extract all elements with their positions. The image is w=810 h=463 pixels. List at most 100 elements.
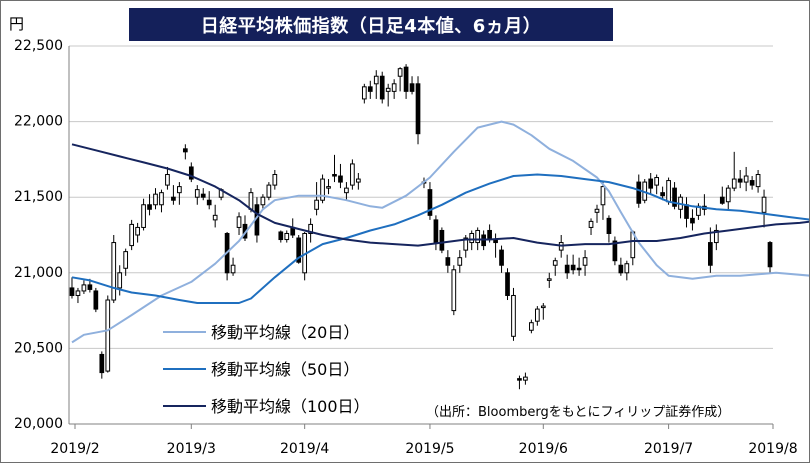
candle-body-up (552, 260, 558, 266)
candle (624, 260, 630, 281)
candle-body-down (737, 178, 743, 183)
x-tick-label: 2019/8 (748, 441, 797, 457)
candle (427, 182, 433, 220)
candle-body-up (165, 174, 170, 186)
candle (165, 166, 170, 190)
candle (719, 186, 725, 205)
candle-body-down (87, 284, 93, 290)
candle (552, 257, 558, 276)
candle (361, 83, 367, 104)
candle-body-up (260, 196, 266, 206)
candle-body-down (612, 240, 618, 262)
candle-body-up (361, 86, 367, 100)
candle (212, 204, 218, 228)
candle (606, 215, 612, 243)
candle-body-down (409, 83, 415, 92)
candle-body-up (534, 308, 540, 322)
candle (338, 163, 343, 189)
ma50-line (71, 173, 809, 304)
candle (129, 219, 134, 251)
candle (493, 233, 498, 258)
candle (272, 169, 278, 190)
candle-body-up (111, 242, 117, 301)
candle (731, 151, 737, 192)
candle-body-down (69, 287, 75, 296)
candle-body-down (660, 192, 665, 197)
candle-body-up (129, 223, 134, 247)
x-tick-label: 2019/4 (280, 441, 329, 457)
candle (236, 212, 242, 235)
candles (69, 64, 773, 390)
candle (618, 257, 624, 276)
legend-ma50: 移動平均線（50日） (163, 360, 359, 379)
candle (415, 76, 421, 145)
candle (81, 280, 87, 294)
candle (200, 188, 206, 201)
candle-body-up (588, 220, 594, 228)
candle-body-up (326, 186, 331, 189)
candle (367, 80, 373, 99)
candle (457, 250, 463, 273)
candle-body-down (439, 229, 445, 251)
ma100-line (71, 143, 809, 247)
x-tick-label: 2019/2 (50, 441, 99, 457)
candle-body-down (278, 231, 284, 241)
candle-body-down (487, 229, 492, 239)
candle (314, 182, 319, 216)
x-tick-label: 2019/5 (405, 441, 454, 457)
candle-body-down (499, 249, 504, 266)
candle-body-up (356, 178, 361, 183)
y-tick-label: 21,000 (14, 265, 63, 281)
candle-body-down (445, 257, 451, 266)
legend-label: 移動平均線（20日） (211, 323, 359, 342)
candle (439, 227, 445, 254)
candle-body-down (367, 86, 373, 92)
candle-body-up (308, 223, 313, 234)
candle (147, 194, 152, 216)
source-note: （出所：Bloombergをもとにフィリップ証券作成） (426, 404, 730, 420)
candle-body-down (93, 290, 99, 310)
candle-body-up (761, 196, 767, 213)
candle (350, 159, 355, 190)
candle-body-down (403, 66, 409, 92)
candle-body-up (272, 174, 278, 186)
candle-body-up (314, 199, 319, 210)
candle (117, 265, 123, 296)
candle-body-up (177, 186, 182, 194)
candle (141, 198, 146, 231)
candle (93, 287, 99, 313)
candle-body-down (415, 83, 421, 135)
y-tick-label: 22,500 (14, 38, 63, 54)
candle (206, 191, 212, 210)
candle (463, 235, 469, 258)
candle-body-up (475, 229, 481, 244)
candle-body-up (391, 83, 397, 92)
y-axis-tick-labels: 20,000 20,500 21,000 21,500 22,000 22,500 (14, 38, 63, 432)
candle (517, 375, 522, 390)
candle-body-down (570, 264, 576, 271)
candle (725, 185, 731, 210)
candle-body-up (159, 192, 164, 206)
x-axis-tick-labels: 2019/2 2019/3 2019/4 2019/5 2019/6 2019/7 2019… (50, 424, 798, 457)
candle-body-down (618, 264, 624, 274)
candle (713, 224, 719, 251)
candle-body-up (81, 284, 87, 292)
candle-body-down (182, 148, 188, 153)
candle (654, 174, 660, 195)
candle-body-up (582, 257, 588, 266)
y-axis-unit-label: 円 (9, 15, 25, 33)
candle-body-up (141, 204, 146, 228)
candle (391, 79, 397, 99)
candle-body-up (540, 305, 546, 309)
candle (505, 268, 510, 301)
candle (99, 351, 105, 379)
candle (708, 227, 713, 273)
candle (194, 185, 200, 205)
legend-ma100: 移動平均線（100日） (163, 397, 370, 416)
candle (356, 173, 361, 190)
candle (385, 83, 391, 107)
candle-body-up (654, 177, 660, 186)
candle-body-up (117, 272, 123, 289)
candle-body-up (385, 87, 391, 92)
